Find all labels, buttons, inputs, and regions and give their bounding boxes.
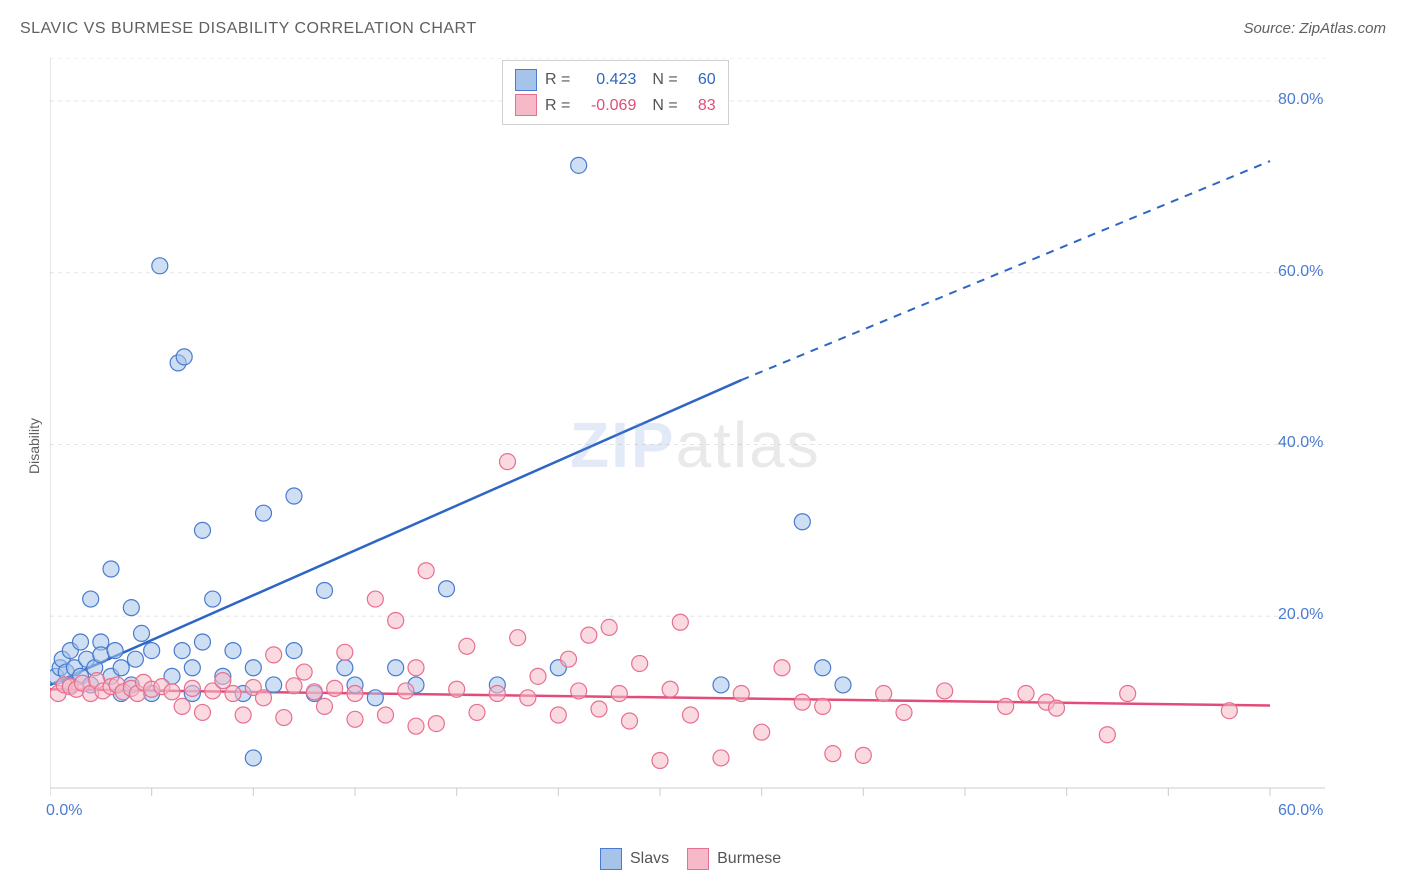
legend-stats-row: R = -0.069 N = 83	[515, 93, 716, 119]
stat-r-label: R =	[545, 67, 570, 93]
y-tick-label: 20.0%	[1278, 606, 1323, 624]
chart-title: SLAVIC VS BURMESE DISABILITY CORRELATION…	[20, 20, 477, 38]
stat-n-value: 60	[686, 67, 716, 93]
legend-swatch	[687, 848, 709, 870]
y-tick-label: 40.0%	[1278, 434, 1323, 452]
bottom-legend: Slavs Burmese	[600, 848, 781, 870]
stat-r-value: 0.423	[578, 67, 636, 93]
y-tick-label: 80.0%	[1278, 91, 1323, 109]
stat-n-value: 83	[686, 93, 716, 119]
x-tick-label: 60.0%	[1278, 802, 1323, 820]
stat-n-label: N =	[652, 93, 677, 119]
scatter-chart-svg	[50, 58, 1330, 828]
source-label: Source: ZipAtlas.com	[1243, 20, 1386, 37]
legend-stats-row: R = 0.423 N = 60	[515, 67, 716, 93]
plot-area: ZIPatlas R =0.423N =60R =-0.069N =83 Sla…	[50, 58, 1330, 828]
stat-r-label: R =	[545, 93, 570, 119]
y-axis-title: Disability	[26, 418, 42, 474]
bottom-legend-item: Burmese	[687, 848, 781, 870]
bottom-legend-item: Slavs	[600, 848, 669, 870]
stat-r-value: -0.069	[578, 93, 636, 119]
x-tick-label: 0.0%	[46, 802, 82, 820]
y-tick-label: 60.0%	[1278, 263, 1323, 281]
legend-swatch	[600, 848, 622, 870]
series-name: Burmese	[717, 850, 781, 868]
series-name: Slavs	[630, 850, 669, 868]
legend-swatch	[515, 69, 537, 91]
legend-swatch	[515, 94, 537, 116]
stat-n-label: N =	[652, 67, 677, 93]
legend-stats-box: R = 0.423 N = 60 R = -0.069 N = 83	[502, 60, 729, 125]
